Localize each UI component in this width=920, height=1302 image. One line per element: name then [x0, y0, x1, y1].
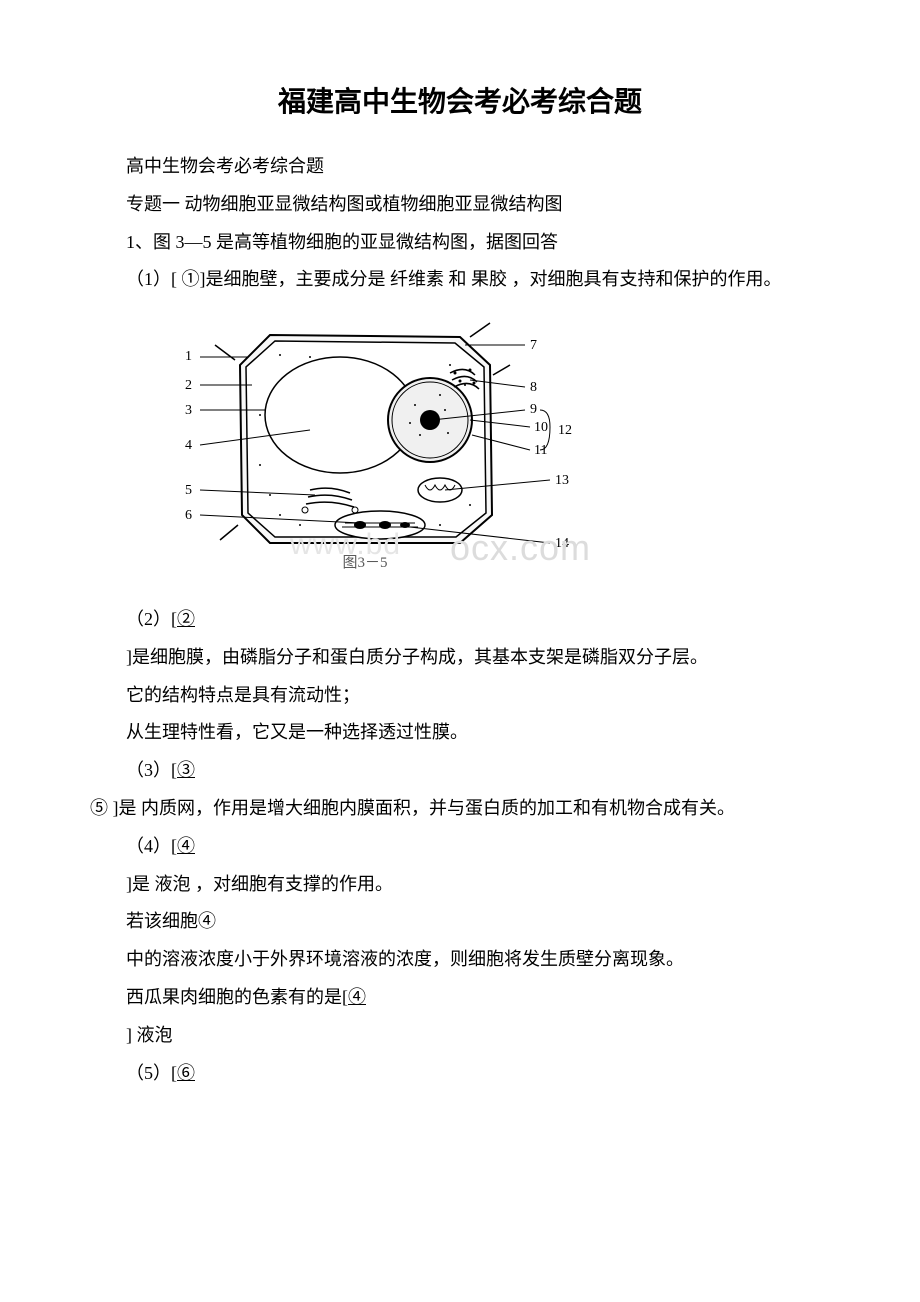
diagram-label-7: 7 [530, 338, 537, 353]
line-3: 1、图 3—5 是高等植物细胞的亚显微结构图，据图回答 [90, 224, 830, 262]
diagram-label-11: 11 [534, 443, 547, 458]
document-body: 高中生物会考必考综合题 专题一 动物细胞亚显微结构图或植物细胞亚显微结构图 1、… [90, 148, 830, 1092]
diagram-label-12: 12 [558, 423, 572, 438]
diagram-caption: 图3－5 [342, 554, 387, 571]
line-2: 专题一 动物细胞亚显微结构图或植物细胞亚显微结构图 [90, 186, 830, 224]
cell-diagram: 1 2 3 4 5 6 7 8 9 10 11 12 13 14 图3－5 ww… [90, 315, 830, 589]
line-12: ]是 液泡 ，对细胞有支撑的作用。 [90, 866, 830, 904]
line-8: 从生理特性看，它又是一种选择透过性膜。 [90, 714, 830, 752]
diagram-label-14: 14 [555, 536, 569, 551]
diagram-label-1: 1 [185, 349, 192, 364]
diagram-label-5: 5 [185, 483, 192, 498]
line-16: ] 液泡 [90, 1017, 830, 1055]
line-5: （2）[② [90, 601, 830, 639]
line-4: （1）[ ①]是细胞壁，主要成分是 纤维素 和 果胶 ，对细胞具有支持和保护的作… [90, 261, 830, 299]
line-14: 中的溶液浓度小于外界环境溶液的浓度，则细胞将发生质壁分离现象。 [90, 941, 830, 979]
diagram-label-3: 3 [185, 403, 192, 418]
line-10: ⑤ ]是 内质网，作用是增大细胞内膜面积，并与蛋白质的加工和有机物合成有关。 [90, 790, 830, 828]
diagram-label-4: 4 [185, 438, 192, 453]
cell-diagram-svg: 1 2 3 4 5 6 7 8 9 10 11 12 13 14 图3－5 [130, 315, 590, 575]
diagram-label-6: 6 [185, 508, 192, 523]
line-7: 它的结构特点是具有流动性； [90, 677, 830, 715]
diagram-label-8: 8 [530, 380, 537, 395]
line-11: （4）[④ [90, 828, 830, 866]
line-9: （3）[③ [90, 752, 830, 790]
line-1: 高中生物会考必考综合题 [90, 148, 830, 186]
diagram-label-2: 2 [185, 378, 192, 393]
line-13: 若该细胞④ [90, 903, 830, 941]
line-6: ]是细胞膜，由磷脂分子和蛋白质分子构成，其基本支架是磷脂双分子层。 [90, 639, 830, 677]
diagram-label-13: 13 [555, 473, 569, 488]
line-17: （5）[⑥ [90, 1055, 830, 1093]
diagram-label-10: 10 [534, 420, 548, 435]
line-15: 西瓜果肉细胞的色素有的是[④ [90, 979, 830, 1017]
page-title: 福建高中生物会考必考综合题 [90, 80, 830, 120]
diagram-label-9: 9 [530, 402, 537, 417]
